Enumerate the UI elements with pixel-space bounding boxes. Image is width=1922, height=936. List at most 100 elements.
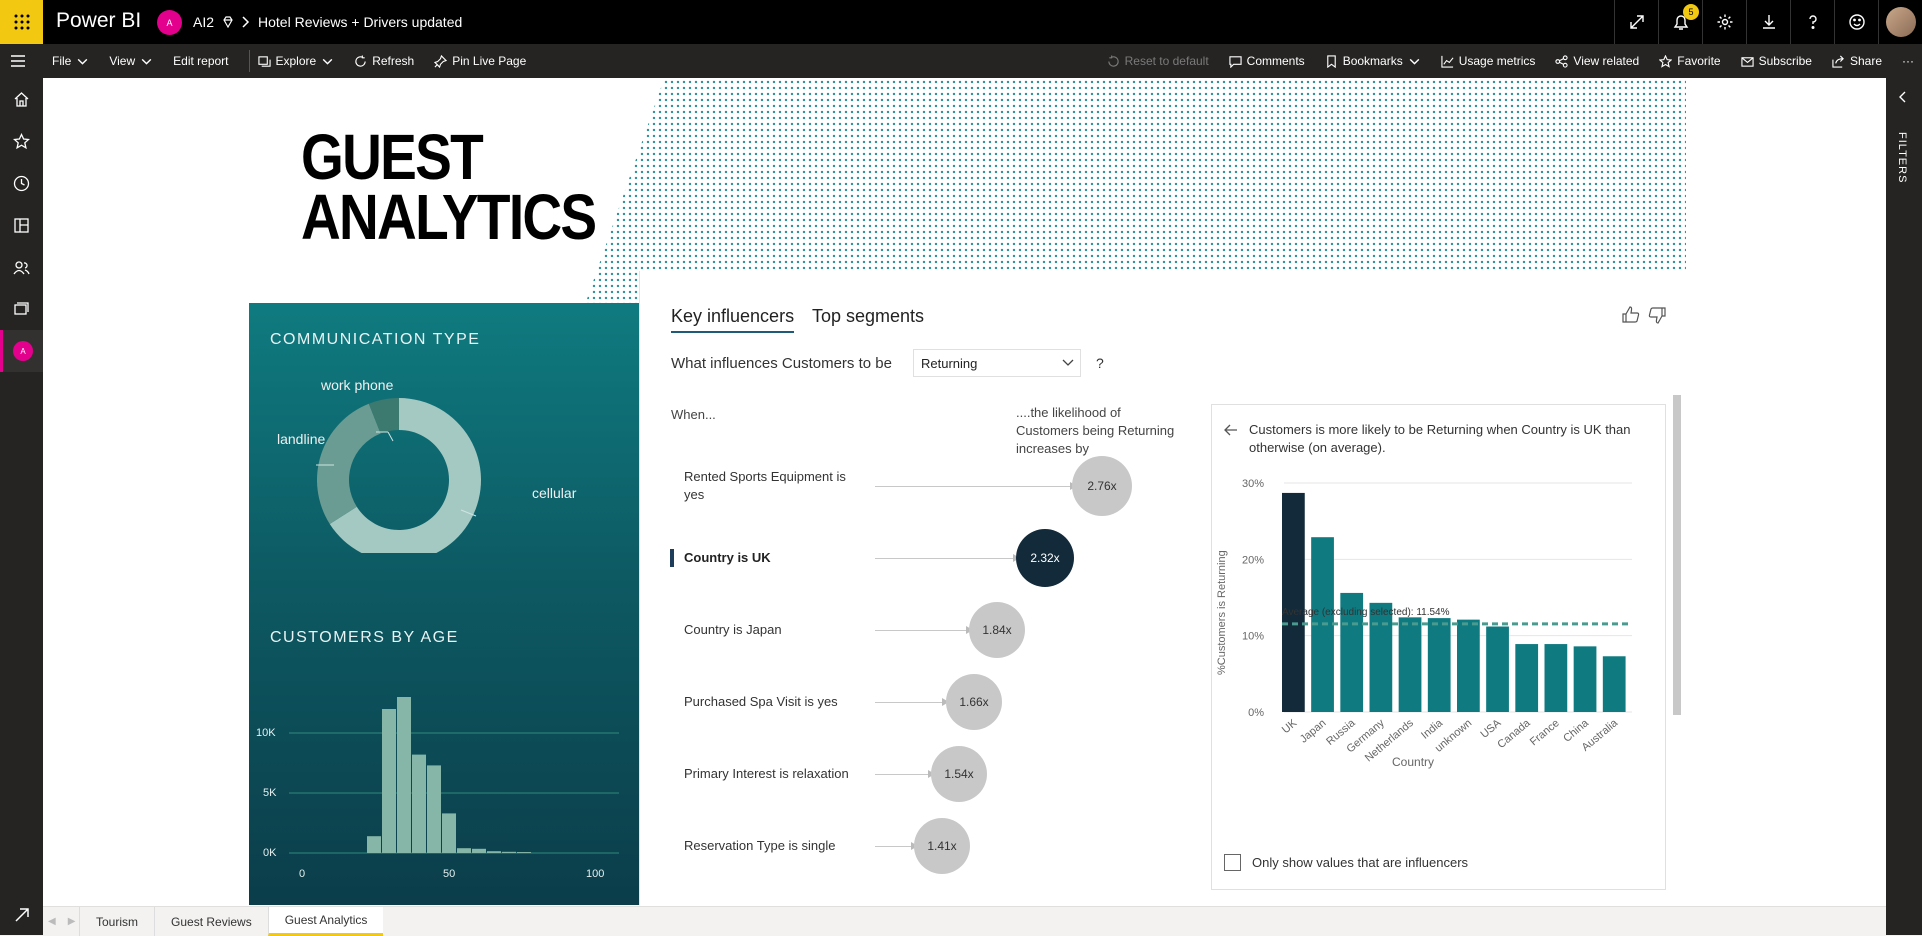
tab-tourism[interactable]: Tourism [79,907,154,936]
reset-label: Reset to default [1124,54,1209,68]
age-bar[interactable] [382,709,396,853]
age-bar[interactable] [427,765,441,853]
tab-guest-reviews[interactable]: Guest Reviews [154,907,268,936]
edit-report-button[interactable]: Edit report [173,54,228,68]
share-button[interactable]: Share [1832,54,1882,68]
fullscreen-button[interactable] [1614,0,1658,44]
nav-recent[interactable] [0,162,43,204]
age-bar[interactable] [487,851,501,853]
account-button[interactable] [1878,0,1922,44]
age-bar[interactable] [397,697,411,853]
age-bar[interactable] [442,813,456,853]
influencer-line [875,774,931,775]
prev-page-icon[interactable]: ◀ [48,916,56,927]
country-bar[interactable] [1602,656,1626,712]
action-bar: File View Edit report Explore Refresh Pi… [0,44,1922,78]
tab-top-segments[interactable]: Top segments [812,306,925,326]
reset-default-button[interactable]: Reset to default [1107,54,1209,68]
visual-scrollbar[interactable] [1673,395,1681,715]
influencer-row[interactable]: Rented Sports Equipment is yes 2.76x [640,456,1132,516]
bookmarks-menu[interactable]: Bookmarks [1325,54,1421,68]
thumbs-up-icon[interactable] [1621,305,1641,325]
left-nav: A [0,78,43,935]
country-bar[interactable] [1369,602,1393,712]
download-button[interactable] [1746,0,1790,44]
tab-key-influencers[interactable]: Key influencers [671,306,795,333]
donut-chart[interactable] [249,353,639,553]
explore-menu[interactable]: Explore [257,54,335,68]
feedback-button[interactable] [1834,0,1878,44]
country-bar[interactable] [1398,617,1422,712]
nav-current-workspace[interactable]: A [0,330,43,372]
age-bar[interactable] [412,754,426,853]
app-launcher-button[interactable] [0,0,43,44]
favorite-button[interactable]: Favorite [1659,54,1721,68]
influencer-row[interactable]: Country is UK 2.32x [640,528,1110,588]
influencer-row[interactable]: Primary Interest is relaxation 1.54x [640,744,1110,804]
age-histogram[interactable] [249,653,639,893]
teal-panel: COMMUNICATION TYPE work phone landline c… [249,303,639,905]
donut-slice-cellular[interactable] [329,398,481,553]
view-related-button[interactable]: View related [1555,54,1639,68]
file-menu[interactable]: File [52,54,89,68]
age-bar[interactable] [517,852,531,853]
country-bar[interactable] [1457,619,1480,712]
age-bar[interactable] [472,848,486,853]
nav-favorites[interactable] [0,120,43,162]
pin-live-page-button[interactable]: Pin Live Page [434,54,526,68]
tab-guest-analytics[interactable]: Guest Analytics [267,907,384,936]
country-bar[interactable] [1573,646,1597,712]
comments-button[interactable]: Comments [1229,54,1305,68]
chevron-left-icon[interactable] [1896,90,1910,104]
donut-slice-landline[interactable] [317,403,381,524]
age-bar[interactable] [502,851,516,853]
influencers-only-checkbox[interactable] [1224,854,1241,871]
refresh-button[interactable]: Refresh [354,54,414,68]
nav-home[interactable] [0,78,43,120]
nav-shared[interactable] [0,246,43,288]
influencer-label: Reservation Type is single [684,838,836,853]
smiley-icon [1848,14,1865,30]
notifications-button[interactable]: 5 [1658,0,1702,44]
pin-icon [434,54,448,68]
age-bar[interactable] [457,848,471,853]
country-bar[interactable] [1515,644,1539,712]
age-bar[interactable] [367,836,381,853]
app-title[interactable]: Power BI [56,9,142,32]
subscribe-label: Subscribe [1758,54,1812,68]
country-bar[interactable] [1427,618,1451,712]
age-ytick-10k: 10K [256,727,276,739]
back-arrow-icon[interactable] [1224,423,1238,437]
influencer-bubble: 2.76x [1072,456,1132,516]
nav-apps[interactable] [0,204,43,246]
usage-label: Usage metrics [1458,54,1536,68]
breadcrumb-report[interactable]: Hotel Reviews + Drivers updated [258,14,463,30]
next-page-icon[interactable]: ▶ [67,916,76,927]
view-menu[interactable]: View [109,54,153,68]
nav-expand-button[interactable] [0,895,43,935]
country-bar[interactable] [1486,626,1509,712]
filters-pane[interactable]: FILTERS [1886,78,1922,935]
influencer-row[interactable]: Reservation Type is single 1.41x [640,816,1110,876]
country-bar[interactable] [1282,492,1305,712]
help-button[interactable] [1790,0,1834,44]
hamburger-icon[interactable] [8,52,28,70]
thumbs-down-icon[interactable] [1647,305,1667,325]
more-options-button[interactable]: ··· [1902,54,1914,68]
edit-label: Edit report [173,54,229,68]
usage-metrics-button[interactable]: Usage metrics [1441,54,1536,68]
donut-slice-work-phone[interactable] [368,398,399,434]
workspace-avatar[interactable]: A [157,10,182,35]
country-ytick: 10% [1242,631,1264,643]
help-question-mark[interactable]: ? [1096,355,1104,371]
breadcrumb-workspace[interactable]: AI2 [193,14,215,30]
country-bar-chart[interactable]: 30%20%10%0%UKJapanRussiaGermanyNetherlan… [1212,465,1665,785]
influencer-row[interactable]: Country is Japan 1.84x [640,600,1110,660]
country-bar[interactable] [1544,644,1568,712]
influencer-row[interactable]: Purchased Spa Visit is yes 1.66x [640,672,1110,732]
target-dropdown[interactable]: Returning [913,349,1081,377]
page-tabs-bar: ◀ ▶ Tourism Guest Reviews Guest Analytics [43,906,1886,936]
nav-workspaces[interactable] [0,288,43,330]
settings-button[interactable] [1702,0,1746,44]
subscribe-button[interactable]: Subscribe [1740,54,1812,68]
